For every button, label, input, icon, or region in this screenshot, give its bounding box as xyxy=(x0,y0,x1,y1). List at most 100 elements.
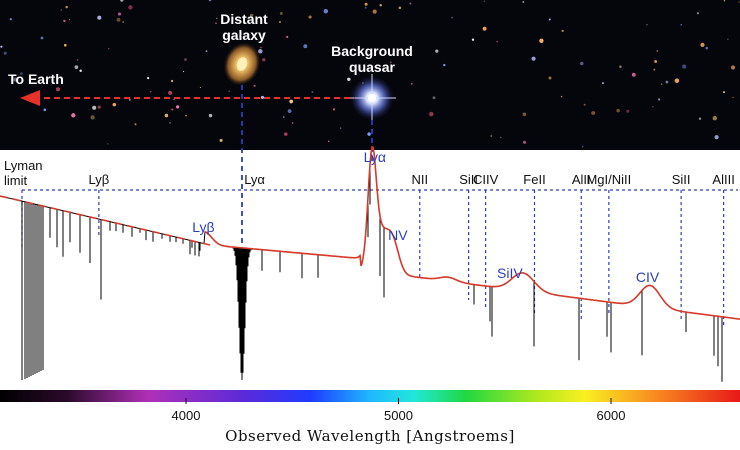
background-star xyxy=(490,135,492,137)
background-star xyxy=(253,84,256,87)
emission-label: Lyβ xyxy=(192,219,214,235)
x-axis-label: Observed Wavelength [Angstroems] xyxy=(225,427,515,445)
background-star xyxy=(173,98,175,101)
background-star xyxy=(652,106,654,108)
x-tick-label: 5000 xyxy=(384,408,413,423)
emission-label: SiIV xyxy=(497,265,523,281)
background-star xyxy=(723,91,725,94)
background-star xyxy=(712,116,717,121)
background-star xyxy=(723,0,726,2)
background-star xyxy=(657,98,661,101)
background-star xyxy=(134,123,137,126)
background-star xyxy=(216,17,218,20)
absorption-label: FeII xyxy=(523,172,545,187)
background-star xyxy=(347,77,351,82)
background-star xyxy=(164,113,169,118)
background-star xyxy=(262,58,266,62)
galaxy-label-2: galaxy xyxy=(222,27,266,43)
background-star xyxy=(653,68,656,71)
background-star xyxy=(112,102,117,107)
background-star xyxy=(646,24,648,26)
background-star xyxy=(68,19,71,21)
background-star xyxy=(184,58,187,61)
background-star xyxy=(359,67,362,69)
background-star xyxy=(482,26,487,31)
background-star xyxy=(228,90,230,92)
continuum-extension xyxy=(0,195,211,246)
background-star xyxy=(227,34,231,38)
background-star xyxy=(185,114,187,117)
background-star xyxy=(323,8,329,14)
absorption-label: AlII xyxy=(572,172,591,187)
background-star xyxy=(583,103,586,106)
background-star xyxy=(122,21,124,23)
background-star xyxy=(182,70,185,73)
background-star xyxy=(208,113,213,118)
background-star xyxy=(548,18,551,21)
absorption-label: limit xyxy=(4,173,27,188)
background-star xyxy=(20,72,23,75)
background-star xyxy=(0,45,3,48)
background-star xyxy=(483,0,485,2)
background-star xyxy=(291,122,294,124)
emission-label: Lyα xyxy=(364,149,386,165)
background-star xyxy=(55,87,61,92)
background-star xyxy=(738,1,740,3)
background-star xyxy=(531,56,536,61)
background-star xyxy=(147,77,150,80)
background-star xyxy=(471,38,475,41)
deep-field-image xyxy=(0,0,740,150)
wavelength-color-bar xyxy=(0,390,740,402)
absorption-label: Lyα xyxy=(244,172,265,187)
galaxy-label-1: Distant xyxy=(220,11,268,27)
background-star xyxy=(548,76,552,80)
background-star xyxy=(500,136,502,139)
background-star xyxy=(262,33,265,36)
background-star xyxy=(435,49,439,53)
background-star xyxy=(682,64,687,69)
background-star xyxy=(665,80,669,84)
background-star xyxy=(76,59,79,61)
background-star xyxy=(168,90,173,95)
distant-galaxy-core xyxy=(236,57,248,71)
absorption-marker-lines xyxy=(21,190,725,325)
background-star xyxy=(429,111,434,117)
background-star xyxy=(311,91,314,94)
absorption-label: MgI/NiII xyxy=(586,172,631,187)
background-star xyxy=(284,132,288,136)
background-star xyxy=(13,77,18,82)
background-star xyxy=(171,79,174,83)
background-star xyxy=(698,117,702,121)
background-star xyxy=(97,105,101,109)
background-star xyxy=(205,50,208,53)
background-star xyxy=(372,9,377,14)
background-star xyxy=(3,51,7,55)
background-star xyxy=(65,5,68,9)
background-star xyxy=(149,91,152,93)
background-star xyxy=(398,6,402,10)
background-star xyxy=(303,44,308,49)
background-star xyxy=(258,49,263,54)
arrow-head xyxy=(20,90,40,106)
background-star xyxy=(696,12,700,15)
background-star xyxy=(278,20,282,24)
background-star xyxy=(287,109,292,114)
absorption-label: Lyβ xyxy=(89,172,110,187)
background-star xyxy=(289,99,294,104)
background-star xyxy=(128,5,133,10)
background-star xyxy=(199,86,201,89)
background-star xyxy=(580,61,584,66)
x-tick-label: 4000 xyxy=(172,408,201,423)
background-star xyxy=(626,109,630,113)
background-star xyxy=(496,40,499,43)
background-star xyxy=(522,112,527,117)
background-star xyxy=(63,19,66,23)
background-star xyxy=(260,95,265,99)
absorption-label: Lyman xyxy=(4,158,43,173)
background-star xyxy=(64,43,67,47)
background-star xyxy=(208,0,212,2)
background-star xyxy=(9,18,12,21)
to-earth-label: To Earth xyxy=(8,71,64,87)
